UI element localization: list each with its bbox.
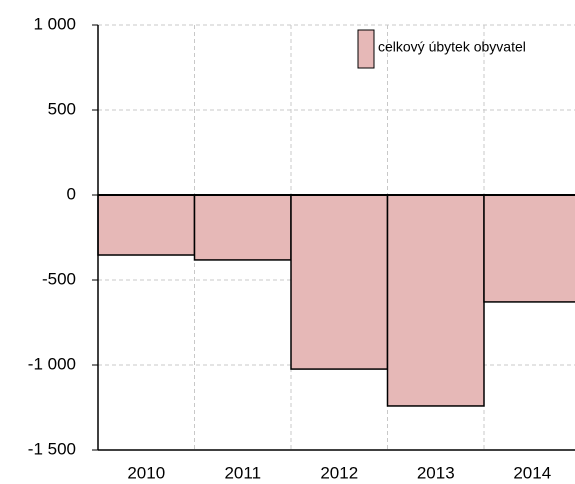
bar xyxy=(97,194,196,256)
y-tick-label: 0 xyxy=(67,184,76,203)
x-tick-label: 2014 xyxy=(513,463,551,482)
y-tick-label: 1 000 xyxy=(33,14,76,33)
legend-label: celkový úbytek obyvatel xyxy=(378,39,526,55)
y-tick-label: -500 xyxy=(42,269,76,288)
legend-swatch xyxy=(357,29,375,69)
bar xyxy=(483,194,575,303)
bar xyxy=(386,194,485,407)
bar xyxy=(290,194,389,370)
x-tick-label: 2010 xyxy=(127,463,165,482)
bar xyxy=(193,194,292,261)
x-tick-label: 2013 xyxy=(417,463,455,482)
x-tick-label: 2012 xyxy=(320,463,358,482)
y-tick-label: 500 xyxy=(48,99,76,118)
x-tick-label: 2011 xyxy=(224,463,261,482)
y-tick-label: -1 500 xyxy=(28,439,76,458)
y-tick-label: -1 000 xyxy=(28,354,76,373)
